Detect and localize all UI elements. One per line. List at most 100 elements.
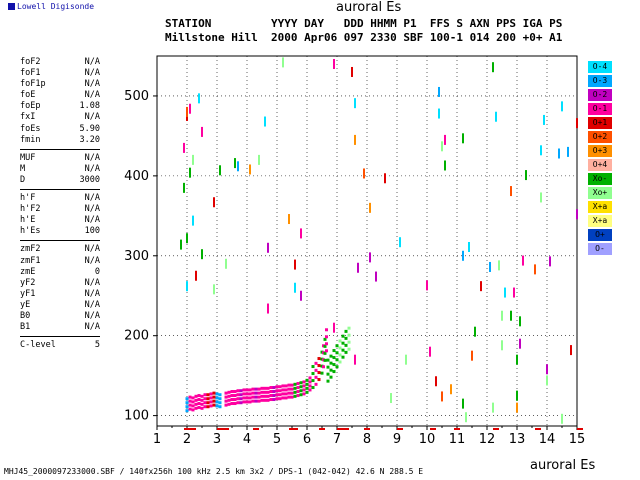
trace-mark — [254, 399, 258, 403]
param-value: N/A — [84, 112, 100, 123]
trace-mark — [296, 386, 300, 390]
echo-mark — [189, 167, 191, 178]
trace-mark — [320, 350, 324, 354]
trace-mark — [341, 341, 345, 345]
trace-mark — [287, 395, 291, 399]
trace-mark — [287, 387, 291, 391]
trace-mark — [296, 394, 300, 398]
trace-mark — [233, 390, 237, 394]
trace-mark — [347, 347, 351, 351]
echo-mark — [504, 287, 506, 298]
bottom-red-mark — [430, 428, 436, 430]
param-value: 5 — [94, 340, 100, 351]
trace-mark — [325, 349, 328, 353]
trace-mark — [329, 354, 333, 358]
x-tick-label: 4 — [243, 432, 251, 447]
y-tick-label: 500 — [124, 89, 149, 104]
param-row: zmF2 N/A — [20, 244, 100, 255]
trace-mark — [284, 384, 288, 388]
x-tick-label: 7 — [333, 432, 341, 447]
param-value: N/A — [84, 288, 100, 299]
echo-mark — [426, 280, 428, 291]
bottom-red-mark — [223, 428, 229, 430]
trace-mark — [242, 392, 246, 396]
trace-mark — [323, 358, 327, 362]
echo-mark — [192, 154, 194, 165]
trace-mark — [200, 406, 204, 410]
legend-swatch: O+2 — [588, 131, 612, 143]
trace-mark — [194, 406, 198, 410]
param-row: zmF1 N/A — [20, 256, 100, 267]
trace-mark — [257, 395, 261, 399]
x-tick-label: 3 — [213, 432, 221, 447]
trace-mark — [344, 343, 348, 347]
echo-mark — [375, 271, 377, 282]
param-value: N/A — [84, 255, 100, 266]
param-value: 3.20 — [79, 134, 100, 145]
trace-mark — [269, 386, 273, 390]
trace-mark — [278, 385, 282, 389]
param-row: C-level 5 — [20, 340, 100, 351]
param-row: h'Es 100 — [20, 226, 100, 237]
legend-swatch: X+a — [588, 215, 612, 227]
trace-mark — [308, 380, 312, 384]
trace-mark — [260, 394, 264, 398]
trace-mark — [191, 404, 195, 408]
plot-frame — [156, 55, 578, 427]
param-row: fxI N/A — [20, 112, 100, 123]
trace-mark — [197, 394, 201, 398]
trace-mark — [212, 403, 216, 407]
trace-mark — [215, 404, 219, 408]
param-label: h'F2 — [20, 204, 41, 215]
echo-mark — [462, 398, 464, 409]
trace-mark — [323, 344, 327, 348]
bottom-red-mark — [289, 428, 295, 430]
trace-mark — [248, 388, 252, 392]
trace-mark — [227, 394, 231, 398]
trace-mark — [185, 401, 189, 405]
trace-mark — [287, 383, 291, 387]
trace-mark — [263, 398, 267, 402]
echo-mark — [540, 192, 542, 203]
trace-mark — [314, 368, 318, 372]
x-tick-label: 14 — [539, 432, 556, 447]
x-axis-label: auroral Es — [530, 458, 596, 473]
bottom-red-mark — [397, 428, 403, 430]
param-value: N/A — [84, 244, 100, 255]
trace-mark — [338, 339, 342, 343]
trace-mark — [332, 363, 336, 367]
trace-mark — [278, 389, 282, 393]
echo-mark — [492, 62, 494, 73]
echo-mark — [501, 340, 503, 351]
echo-mark — [471, 350, 473, 361]
echo-mark — [354, 354, 356, 365]
trace-mark — [239, 401, 243, 405]
echo-mark — [225, 258, 227, 269]
trace-mark — [200, 394, 204, 398]
trace-mark — [311, 386, 315, 390]
echo-mark — [465, 412, 467, 423]
trace-mark — [293, 382, 297, 386]
trace-mark — [269, 398, 273, 402]
trace-mark — [233, 394, 237, 398]
param-label: fmin — [20, 134, 41, 145]
echo-mark — [294, 259, 296, 270]
param-value: 0 — [94, 266, 100, 277]
trace-mark — [266, 398, 270, 402]
trace-mark — [215, 392, 219, 396]
trace-mark — [308, 388, 312, 392]
param-value: N/A — [84, 163, 100, 174]
echo-mark — [576, 209, 578, 220]
echo-mark — [213, 284, 215, 295]
param-row: h'F2 N/A — [20, 204, 100, 215]
echo-mark — [480, 281, 482, 292]
echo-mark — [510, 310, 512, 321]
y-tick-label: 300 — [124, 249, 149, 264]
trace-mark — [332, 370, 336, 374]
param-value: N/A — [84, 204, 100, 215]
trace-mark — [209, 396, 213, 400]
trace-mark — [272, 398, 276, 402]
trace-mark — [299, 389, 303, 393]
trace-mark — [254, 395, 258, 399]
echo-mark — [429, 346, 431, 357]
